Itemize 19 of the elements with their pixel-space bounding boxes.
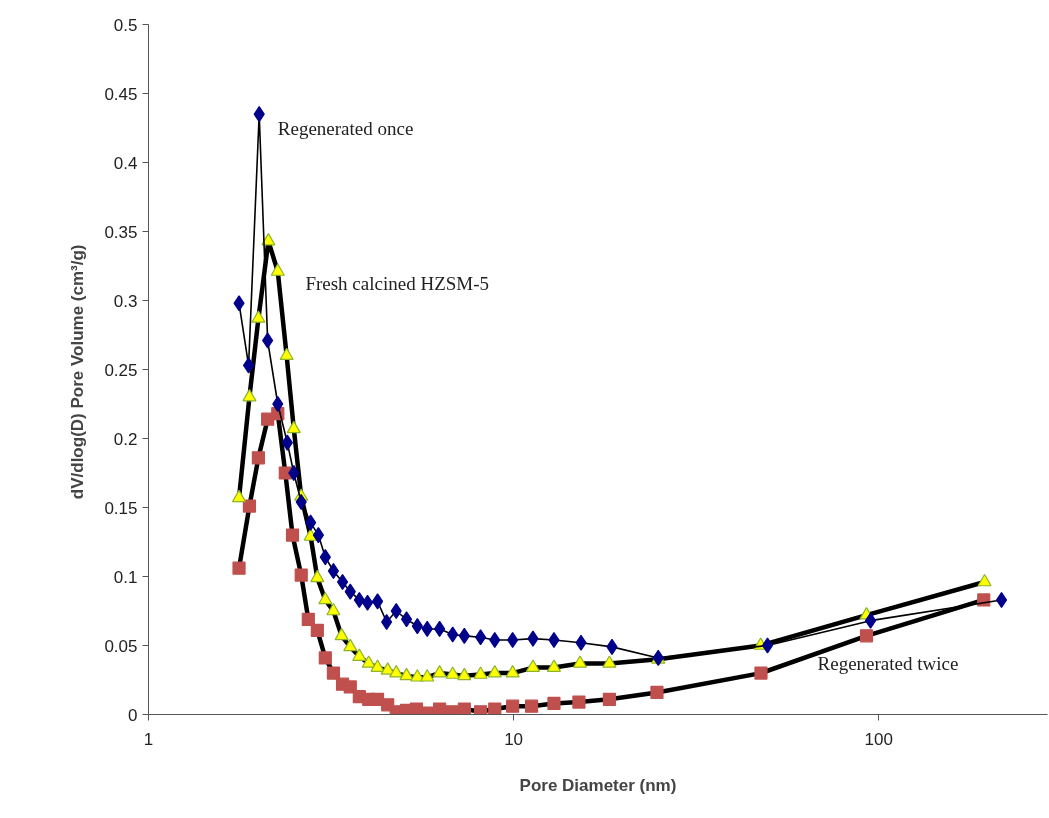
y-tick-label: 0.1 — [113, 567, 138, 587]
series-label: Regenerated twice — [817, 652, 959, 674]
x-tick-label: 100 — [864, 729, 893, 749]
x-tick-label: 1 — [143, 729, 154, 749]
y-tick-label: 0.5 — [113, 15, 138, 35]
y-tick-label: 0.35 — [104, 222, 138, 242]
y-tick-label: 0.2 — [113, 429, 138, 449]
series-label: Regenerated once — [277, 117, 414, 139]
x-axis-title: Pore Diameter (nm) — [519, 775, 677, 795]
y-tick-label: 0.45 — [104, 84, 138, 104]
y-tick-label: 0.05 — [104, 636, 138, 656]
y-tick-label: 0.3 — [113, 291, 138, 311]
y-tick-label: 0.15 — [104, 498, 138, 518]
series-label: Fresh calcined HZSM-5 — [305, 273, 490, 295]
y-tick-label: 0.4 — [113, 153, 138, 173]
y-tick-label: 0.25 — [104, 360, 138, 380]
y-axis-title: dV/dlog(D) Pore Volume (cm³/g) — [68, 244, 88, 500]
x-tick-label: 10 — [504, 729, 524, 749]
y-tick-label: 0 — [128, 705, 138, 725]
